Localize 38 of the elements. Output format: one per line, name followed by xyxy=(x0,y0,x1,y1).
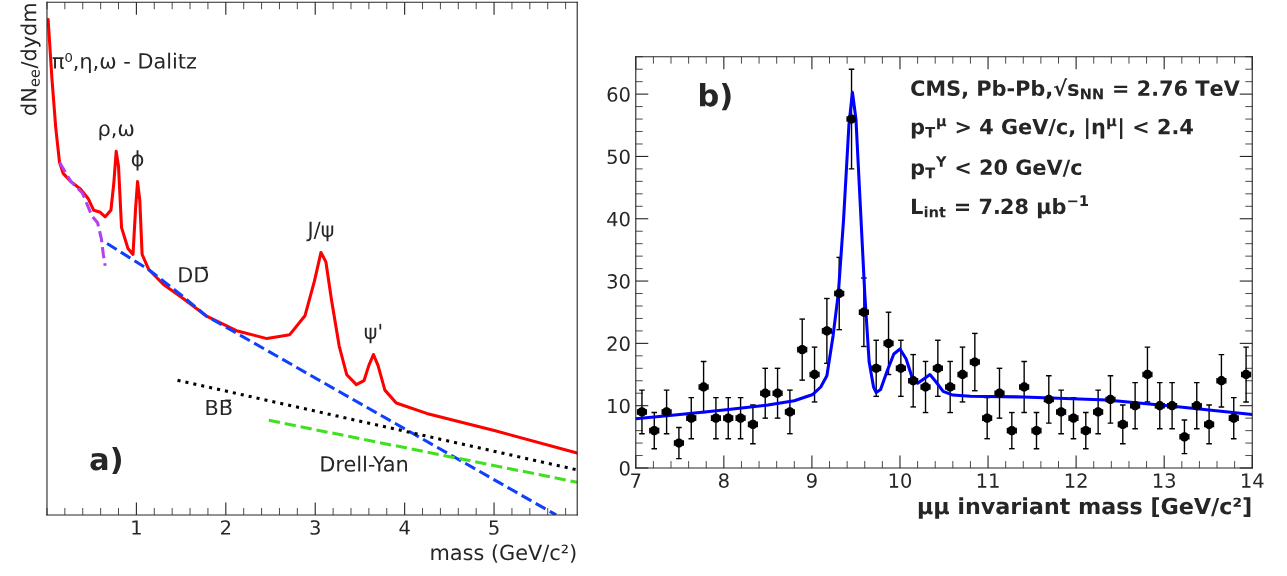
y-tick-label: 50 xyxy=(607,149,630,165)
x-tick-label: 5 xyxy=(489,520,499,535)
annotation: ϕ xyxy=(131,150,144,171)
x-axis-title: mass (GeV/c²) xyxy=(431,544,576,563)
x-axis-title: μμ invariant mass [GeV/c²] xyxy=(918,497,1251,519)
annotation: J/ψ xyxy=(306,221,334,242)
annotation: ψ' xyxy=(364,323,382,344)
x-tick-label: 4 xyxy=(399,520,410,535)
x-tick-label: 7 xyxy=(631,473,641,488)
annotation: L$_{int}$ = 7.28 μb$^{−1}$ xyxy=(912,195,1088,219)
x-tick-label: 3 xyxy=(310,520,320,535)
y-axis-title: dN$_{ee}$/dydm xyxy=(20,4,41,115)
x-tick-label: 8 xyxy=(718,473,729,488)
y-tick-label: 40 xyxy=(607,211,630,227)
annotation: BB̄ xyxy=(206,399,232,416)
x-tick-label: 10 xyxy=(889,473,912,488)
y-tick-label: 0 xyxy=(619,460,630,476)
annotation: a) xyxy=(90,446,122,475)
annotation: ρ,ω xyxy=(99,124,134,141)
x-tick-label: 1 xyxy=(132,520,141,535)
annotation: p$_{T}$$^{μ}$ > 4 GeV/c, |η$^{μ}$| < 2.4 xyxy=(911,118,1193,140)
annotation: DD̄ xyxy=(179,266,209,283)
annotation: b) xyxy=(699,83,731,111)
x-tick-label: 2 xyxy=(221,520,231,535)
y-tick-label: 30 xyxy=(607,274,630,289)
y-tick-label: 10 xyxy=(608,398,630,414)
y-tick-label: 60 xyxy=(607,87,630,102)
annotation: Drell-Yan xyxy=(321,455,407,472)
x-tick-label: 13 xyxy=(1153,473,1175,488)
annotation: π⁰,η,ω - Dalitz xyxy=(52,52,197,73)
y-tick-label: 20 xyxy=(607,336,630,352)
x-tick-label: 14 xyxy=(1242,473,1264,488)
x-tick-label: 11 xyxy=(977,473,999,488)
x-tick-label: 9 xyxy=(806,473,817,488)
annotation: p$_{T}$$^{Υ}$ < 20 GeV/c xyxy=(911,156,1082,180)
annotation: CMS, Pb-Pb,√s$_{NN}$ = 2.76 TeV xyxy=(911,78,1240,100)
point xyxy=(846,114,857,124)
x-tick-label: 12 xyxy=(1065,473,1087,488)
